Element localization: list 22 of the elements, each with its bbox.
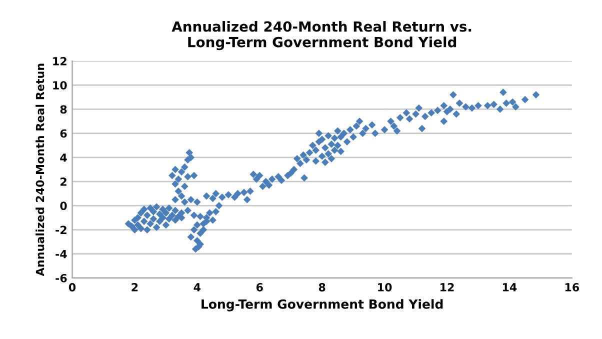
x-tick-label: 12 xyxy=(440,283,454,292)
x-tick-label: 16 xyxy=(565,283,580,292)
y-tick-label: 10 xyxy=(53,81,67,90)
y-tick-label: -6 xyxy=(56,274,67,282)
chart-title: Annualized 240-Month Real Return vs. Long-Term Government Bond Yield xyxy=(172,21,472,50)
y-tick-label: 2 xyxy=(60,178,66,186)
y-tick-label: -2 xyxy=(56,226,66,234)
x-tick-label: 4 xyxy=(194,283,201,292)
y-tick-label: 4 xyxy=(60,154,67,162)
y-tick-label: -4 xyxy=(56,250,67,258)
y-tick-label: 6 xyxy=(60,129,67,138)
x-tick-label: 2 xyxy=(132,283,138,292)
y-axis-title: Annualized 240-Month Real Retun xyxy=(36,64,44,276)
x-tick-label: 6 xyxy=(256,283,263,292)
y-tick-label: 12 xyxy=(53,56,66,66)
y-tick-label: 0 xyxy=(60,202,67,210)
x-tick-label: 8 xyxy=(318,283,326,292)
y-tick-label: 8 xyxy=(60,105,67,114)
x-tick-label: 0 xyxy=(68,283,76,292)
x-tick-label: 14 xyxy=(502,283,517,292)
x-tick-label: 10 xyxy=(378,283,392,292)
x-axis-title: Long-Term Government Bond Yield xyxy=(202,299,443,312)
